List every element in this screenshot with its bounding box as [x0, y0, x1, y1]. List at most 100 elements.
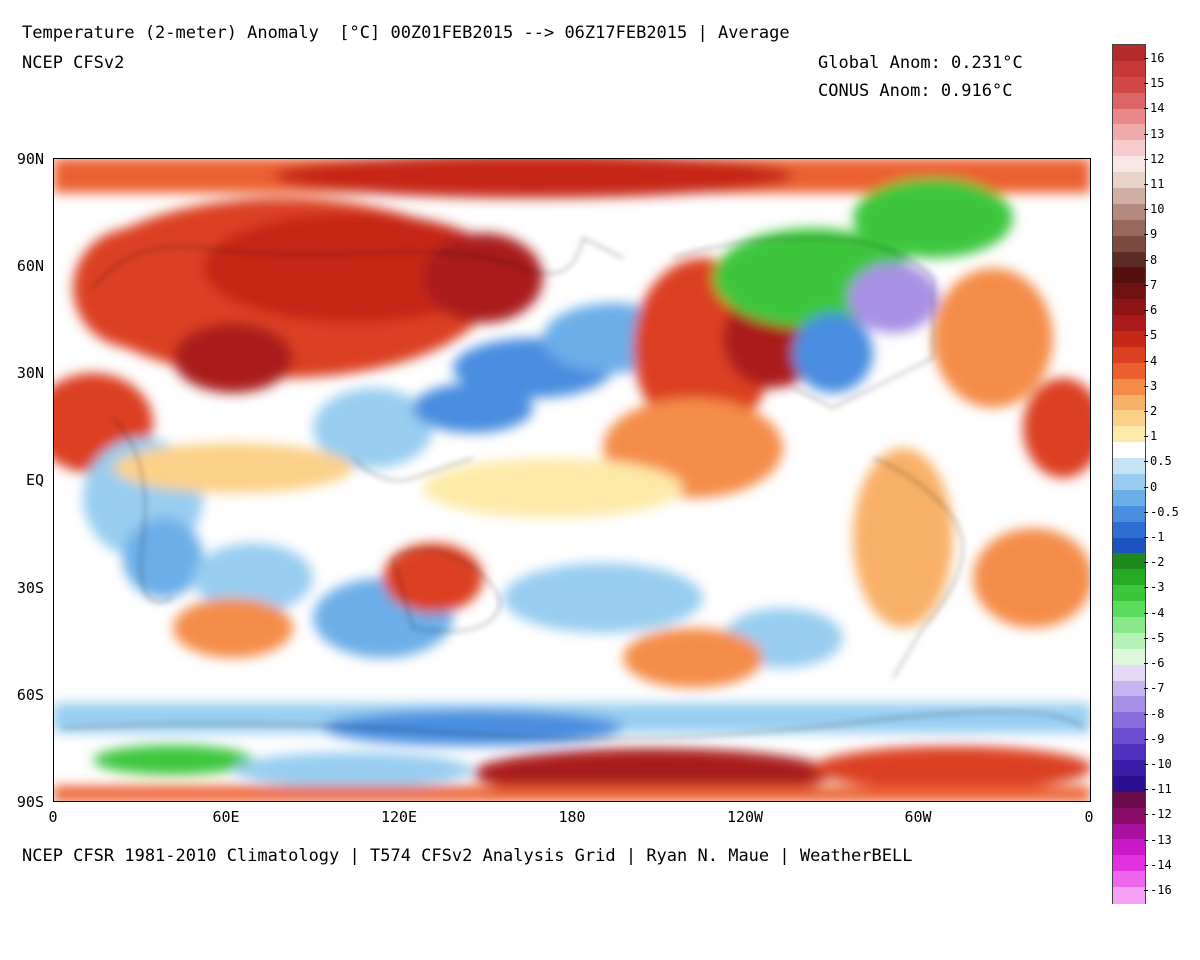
colorbar-tick — [1144, 663, 1148, 665]
colorbar-label: 5 — [1150, 328, 1158, 343]
colorbar-label: -1 — [1150, 530, 1165, 545]
colorbar-swatch — [1113, 775, 1145, 793]
colorbar-label: -6 — [1150, 656, 1165, 671]
colorbar-label: 15 — [1150, 76, 1165, 91]
lat-label: 60N — [16, 257, 44, 275]
colorbar-label: -16 — [1150, 883, 1172, 897]
colorbar-label: 2 — [1150, 403, 1158, 418]
lat-label: 30N — [16, 364, 44, 382]
lat-label: 30S — [16, 579, 44, 597]
colorbar-swatch — [1113, 458, 1145, 475]
colorbar-swatch — [1113, 696, 1145, 713]
colorbar-swatch — [1113, 569, 1145, 586]
colorbar-tick — [1144, 864, 1148, 866]
colorbar-swatch — [1113, 331, 1145, 348]
lat-label: 90N — [16, 150, 44, 168]
colorbar-tick — [1144, 133, 1148, 135]
colorbar-tick — [1144, 234, 1148, 236]
colorbar-label: -5 — [1150, 630, 1165, 645]
colorbar-swatch — [1113, 823, 1145, 841]
colorbar-tick — [1144, 184, 1148, 186]
colorbar-label: -7 — [1150, 681, 1165, 696]
colorbar-swatch — [1113, 346, 1145, 364]
colorbar-tick — [1144, 335, 1148, 337]
colorbar-label: 11 — [1150, 177, 1165, 192]
colorbar-swatch — [1113, 887, 1145, 904]
colorbar — [1112, 44, 1146, 904]
colorbar-tick — [1144, 814, 1148, 816]
global-anomaly-readout: Global Anom: 0.231°C — [818, 53, 1023, 73]
colorbar-label: 9 — [1150, 227, 1158, 242]
colorbar-label: 1 — [1150, 429, 1158, 444]
colorbar-swatch — [1113, 235, 1145, 253]
colorbar-swatch — [1113, 251, 1145, 269]
model-name: NCEP CFSv2 — [22, 53, 125, 73]
conus-anomaly-readout: CONUS Anom: 0.916°C — [818, 81, 1013, 101]
colorbar-swatch — [1113, 474, 1145, 491]
colorbar-label: 6 — [1150, 303, 1158, 318]
colorbar-label: 10 — [1150, 202, 1165, 217]
colorbar-swatch — [1113, 728, 1145, 745]
colorbar-swatch — [1113, 283, 1145, 300]
colorbar-swatch — [1113, 188, 1145, 205]
colorbar-swatch — [1113, 60, 1145, 78]
colorbar-tick — [1144, 83, 1148, 85]
colorbar-swatch — [1113, 219, 1145, 237]
colorbar-swatch — [1113, 156, 1145, 173]
colorbar-swatch — [1113, 108, 1145, 126]
colorbar-tick — [1144, 612, 1148, 614]
colorbar-tick — [1144, 839, 1148, 841]
colorbar-label: 13 — [1150, 126, 1165, 141]
colorbar-tick — [1144, 789, 1148, 791]
colorbar-swatch — [1113, 203, 1145, 221]
colorbar-label: -3 — [1150, 580, 1165, 595]
colorbar-tick — [1144, 637, 1148, 639]
colorbar-tick — [1144, 738, 1148, 740]
lon-label: 0 — [48, 808, 58, 826]
colorbar-tick — [1144, 284, 1148, 286]
colorbar-swatch — [1113, 521, 1145, 539]
footer-credits: NCEP CFSR 1981-2010 Climatology | T574 C… — [22, 846, 913, 866]
coastlines — [62, 237, 1084, 740]
colorbar-tick — [1144, 562, 1148, 564]
colorbar-swatch — [1113, 172, 1145, 189]
colorbar-tick — [1144, 360, 1148, 362]
colorbar-label: -0.5 — [1150, 504, 1179, 519]
colorbar-swatch — [1113, 712, 1145, 729]
colorbar-tick — [1144, 486, 1148, 488]
colorbar-swatch — [1113, 632, 1145, 650]
colorbar-swatch — [1113, 267, 1145, 284]
colorbar-label: -13 — [1150, 832, 1172, 847]
colorbar-swatch — [1113, 680, 1145, 698]
map-frame — [53, 158, 1091, 802]
colorbar-swatch — [1113, 426, 1145, 443]
colorbar-swatch — [1113, 394, 1145, 412]
lon-label: 180 — [558, 808, 586, 826]
colorbar-swatch — [1113, 378, 1145, 396]
colorbar-tick — [1144, 890, 1148, 891]
colorbar-tick — [1144, 310, 1148, 312]
colorbar-swatch — [1113, 92, 1145, 110]
colorbar-swatch — [1113, 648, 1145, 666]
colorbar-swatch — [1113, 585, 1145, 602]
colorbar-swatch — [1113, 489, 1145, 507]
temperature-anomaly-map — [53, 158, 1091, 802]
colorbar-swatch — [1113, 76, 1145, 94]
colorbar-tick — [1144, 688, 1148, 690]
colorbar-label: -10 — [1150, 756, 1172, 771]
colorbar-label: 0 — [1150, 479, 1158, 494]
colorbar-tick — [1144, 537, 1148, 539]
colorbar-label: 0.5 — [1150, 454, 1172, 469]
colorbar-swatch — [1113, 505, 1145, 523]
colorbar-swatch — [1113, 855, 1145, 872]
colorbar-tick — [1144, 461, 1148, 463]
colorbar-swatch — [1113, 315, 1145, 332]
lon-label: 120E — [380, 808, 418, 826]
colorbar-swatch — [1113, 871, 1145, 888]
colorbar-label: 12 — [1150, 151, 1165, 166]
colorbar-swatch — [1113, 537, 1145, 555]
colorbar-label: -8 — [1150, 706, 1165, 721]
colorbar-tick — [1144, 511, 1148, 513]
lat-label: EQ — [25, 471, 44, 489]
colorbar-swatch — [1113, 124, 1145, 141]
